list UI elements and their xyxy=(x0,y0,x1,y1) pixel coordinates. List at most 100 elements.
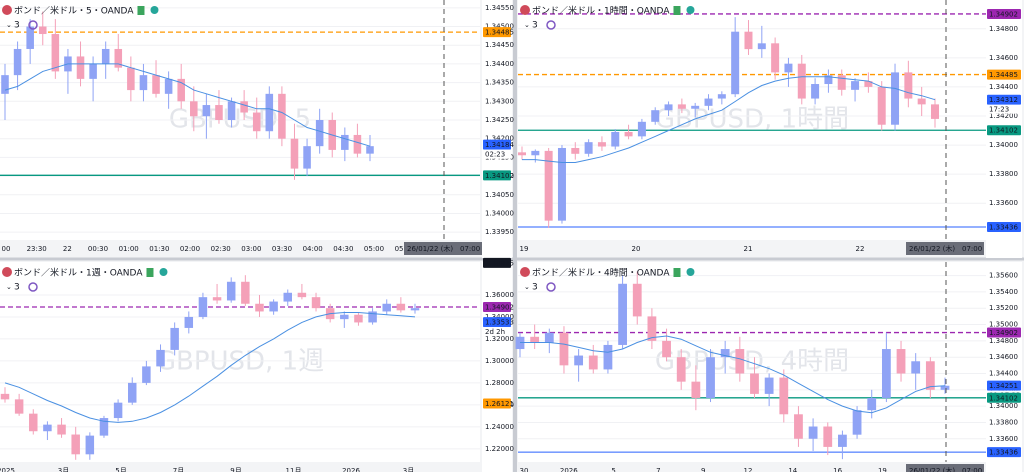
candle-body xyxy=(57,424,66,435)
price-tag xyxy=(483,257,511,268)
y-tick-label: 1.34000 xyxy=(989,402,1018,410)
candle-body xyxy=(265,93,274,132)
candle-body xyxy=(297,292,307,298)
candle-body xyxy=(632,283,642,317)
x-tick-label: 02:30 xyxy=(211,245,231,253)
y-tick-label: 1.36000 xyxy=(485,291,514,299)
price-tag xyxy=(987,392,1021,403)
y-tick-label: 1.32000 xyxy=(485,335,514,343)
x-tick-label: 7 xyxy=(656,467,660,472)
candle-body xyxy=(662,340,671,358)
pane-title: ボンド／米ドル・4時間・OANDA xyxy=(532,267,670,279)
y-tick-label: 1.35600 xyxy=(989,272,1018,280)
candle-body xyxy=(837,75,846,90)
moving-average xyxy=(522,76,936,163)
flag-icon xyxy=(137,6,145,15)
status-icon xyxy=(150,6,159,14)
candle-body xyxy=(864,81,873,87)
candle-body xyxy=(198,297,208,317)
candle-body xyxy=(691,105,700,109)
x-tick-label: 22 xyxy=(856,245,865,253)
candle-body xyxy=(518,152,526,156)
time-box-date: 26/01/22 (木) xyxy=(909,244,955,253)
x-tick-label: 05:00 xyxy=(364,245,384,253)
candle-body xyxy=(764,377,774,394)
candle-body xyxy=(917,98,926,105)
candle-body xyxy=(784,63,793,73)
x-tick-label: 22 xyxy=(63,245,72,253)
price-axis xyxy=(986,262,1022,476)
moving-average xyxy=(4,63,371,147)
candle-body xyxy=(170,327,179,350)
candle-body xyxy=(89,63,97,79)
y-tick-label: 1.30000 xyxy=(485,357,514,365)
candle-body xyxy=(677,104,686,109)
countdown-box xyxy=(483,149,511,159)
status-icon xyxy=(159,268,168,276)
price-tag-label: 1.34485 xyxy=(485,29,514,37)
price-tag-label: 1.34902 xyxy=(989,10,1018,18)
candle-body xyxy=(382,303,391,312)
candle-body xyxy=(114,48,123,68)
x-tick-label: 02:00 xyxy=(180,245,200,253)
y-tick-label: 1.33600 xyxy=(989,199,1018,207)
y-tick-label: 1.34800 xyxy=(989,337,1018,345)
candle-body xyxy=(824,75,833,85)
symbol-icon xyxy=(520,267,530,277)
flag-icon xyxy=(673,6,681,15)
x-tick-label: 04:00 xyxy=(303,245,323,253)
candle-body xyxy=(255,303,264,312)
price-axis xyxy=(482,262,512,476)
y-tick-label: 1.34800 xyxy=(989,25,1018,33)
price-tag-label: 1.33533 xyxy=(485,319,514,327)
x-tick-label: 03:30 xyxy=(272,245,292,253)
candle-body xyxy=(618,283,627,345)
y-tick-label: 1.22000 xyxy=(485,445,514,453)
candle-body xyxy=(584,142,593,154)
indicator-icon xyxy=(546,20,556,30)
indicator-chevron: ⌄ xyxy=(6,21,12,29)
symbol-icon xyxy=(520,5,530,15)
candle-body xyxy=(704,98,713,106)
symbol-icon xyxy=(2,5,12,15)
price-tag-label: 1.38925 xyxy=(485,259,514,267)
y-tick-label: 1.34300 xyxy=(485,97,514,105)
candle-body xyxy=(99,418,109,436)
candle-body xyxy=(779,377,789,415)
candle-body xyxy=(750,373,759,394)
x-tick-label: 21 xyxy=(744,245,753,253)
candle-body xyxy=(85,435,95,455)
indicator-chevron: ⌄ xyxy=(524,283,530,291)
y-tick-label: 1.34000 xyxy=(485,209,514,217)
candle-body xyxy=(794,414,803,439)
pane-title: ボンド／米ドル・1週・OANDA xyxy=(14,267,143,279)
y-tick-label: 1.35000 xyxy=(989,321,1018,329)
price-tag-label: 1.34485 xyxy=(989,71,1018,79)
x-tick-label: 5月 xyxy=(115,467,126,472)
candle-body xyxy=(896,349,906,374)
indicator-count: 3 xyxy=(14,283,20,293)
candle-body xyxy=(76,56,85,79)
candle-body xyxy=(303,146,311,169)
candle-body xyxy=(278,93,286,139)
candle-body xyxy=(113,402,123,419)
candle-body xyxy=(717,94,726,99)
candle-body xyxy=(240,101,248,113)
y-tick-label: 1.28000 xyxy=(485,379,514,387)
y-tick-label: 1.34000 xyxy=(485,313,514,321)
time-box-time: 07:00 xyxy=(962,245,982,253)
candle-body xyxy=(190,101,198,117)
candle-body xyxy=(353,134,362,154)
price-tag xyxy=(987,125,1021,136)
candle-body xyxy=(557,147,566,221)
countdown-box xyxy=(483,327,511,337)
candle-body xyxy=(51,34,60,72)
moving-average xyxy=(520,335,946,414)
candle-body xyxy=(156,349,165,367)
candle-body xyxy=(315,120,324,147)
candle-body xyxy=(706,357,715,398)
candle-body xyxy=(811,84,820,99)
candle-body xyxy=(676,357,686,382)
countdown: 2d 2h xyxy=(485,328,505,336)
candle-body xyxy=(531,150,540,156)
